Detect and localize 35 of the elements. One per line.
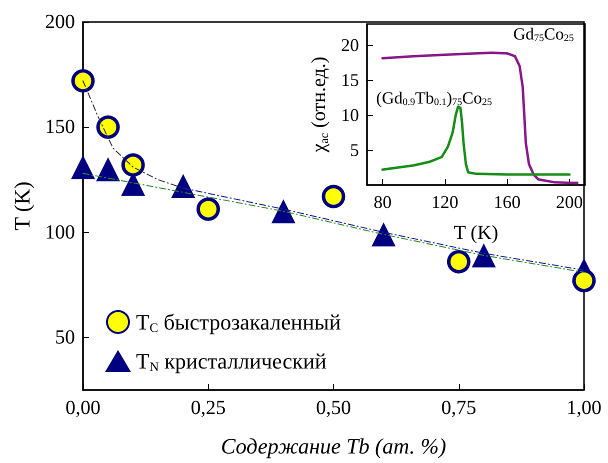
point bbox=[271, 199, 296, 224]
point bbox=[96, 157, 120, 182]
point bbox=[121, 153, 145, 177]
y-tick-label: 20 bbox=[341, 35, 359, 55]
y-tick-label: 200 bbox=[45, 11, 75, 33]
line-series bbox=[381, 105, 571, 176]
y-tick-label: 150 bbox=[45, 116, 75, 138]
y-axis-title: T (K) bbox=[10, 181, 34, 231]
y-tick-label: 5 bbox=[350, 140, 359, 160]
x-tick-label: 0,25 bbox=[190, 397, 226, 419]
point bbox=[71, 69, 95, 93]
x-axis-title: Содержание Tb (ат. %) bbox=[220, 434, 446, 458]
y-axis-title: χac (отн.ед.) bbox=[308, 56, 332, 154]
x-tick-label: 0,75 bbox=[441, 397, 476, 419]
x-tick-label: 0,50 bbox=[316, 397, 351, 419]
y-tick-label: 50 bbox=[55, 326, 75, 348]
x-axis-title: T (K) bbox=[454, 222, 498, 244]
y-tick-label: 10 bbox=[341, 105, 359, 125]
point bbox=[472, 243, 496, 268]
x-tick-label: 200 bbox=[556, 192, 583, 212]
point bbox=[71, 155, 95, 180]
x-tick-label: 1,00 bbox=[566, 397, 602, 419]
y-tick-label: 15 bbox=[341, 70, 359, 90]
point bbox=[96, 115, 120, 139]
point bbox=[572, 268, 596, 292]
point bbox=[196, 197, 220, 221]
x-tick-label: 120 bbox=[431, 192, 458, 212]
point bbox=[322, 184, 346, 208]
point bbox=[372, 222, 396, 246]
x-tick-label: 160 bbox=[494, 192, 521, 212]
y-tick-label: 100 bbox=[45, 221, 75, 244]
point bbox=[171, 174, 196, 198]
x-tick-label: 80 bbox=[374, 192, 392, 212]
x-tick-label: 0,00 bbox=[66, 397, 100, 419]
point bbox=[447, 250, 470, 274]
